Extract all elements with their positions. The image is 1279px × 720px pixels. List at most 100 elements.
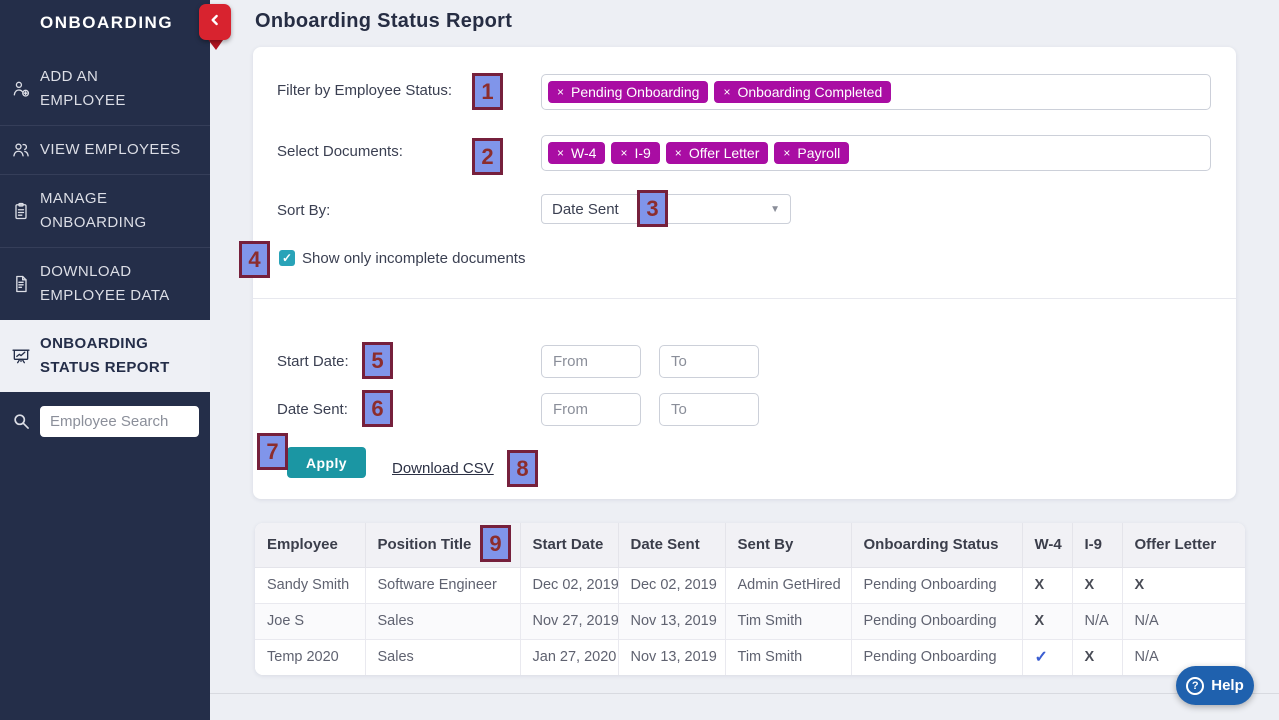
filter-card: Filter by Employee Status: × Pending Onbo… <box>253 47 1236 499</box>
table-cell: Sandy Smith <box>255 567 366 604</box>
remove-tag-icon[interactable]: × <box>557 146 565 160</box>
employee-status-multiselect[interactable]: × Pending Onboarding × Onboarding Completed <box>541 74 1211 110</box>
sidebar-title: ONBOARDING <box>40 13 174 32</box>
sidebar-item-add-employee[interactable]: ADD AN EMPLOYEE <box>0 53 210 126</box>
employee-status-filter-label: Filter by Employee Status: <box>277 82 453 99</box>
annotation-badge-9: 9 <box>480 525 511 562</box>
column-header: W-4 <box>1022 523 1073 568</box>
annotation-badge-3: 3 <box>637 190 668 227</box>
incomplete-documents-checkbox[interactable]: ✓ <box>279 250 295 266</box>
selected-tag[interactable]: × W-4 <box>548 142 606 164</box>
sidebar-item-manage-onboarding[interactable]: MANAGE ONBOARDING <box>0 175 210 248</box>
sort-by-value: Date Sent <box>552 200 619 218</box>
date-sent-from-input[interactable] <box>541 393 641 426</box>
check-mark-icon: ✓ <box>1022 639 1073 675</box>
column-header: Offer Letter <box>1122 523 1245 568</box>
onboarding-report-table: Employee Position Title Start Date Date Sen… <box>255 523 1245 675</box>
employee-search-row <box>0 399 210 445</box>
table-cell: Nov 27, 2019 <box>520 603 619 640</box>
remove-tag-icon[interactable]: × <box>620 146 628 160</box>
selected-tag[interactable]: × Pending Onboarding <box>548 81 709 103</box>
chevron-down-icon: ▼ <box>770 203 780 215</box>
selected-tag[interactable]: × I-9 <box>611 142 660 164</box>
table-cell: X <box>1122 567 1245 604</box>
column-header: Employee <box>255 523 366 568</box>
remove-tag-icon[interactable]: × <box>674 146 682 160</box>
start-date-label: Start Date: <box>277 353 349 370</box>
sidebar-item-download-employee-data[interactable]: DOWNLOAD EMPLOYEE DATA <box>0 248 210 320</box>
annotation-badge-4: 4 <box>239 241 270 278</box>
table-cell: Nov 13, 2019 <box>618 603 726 640</box>
table-cell: Dec 02, 2019 <box>618 567 726 604</box>
report-table-card: Employee Position Title Start Date Date Sen… <box>255 523 1245 675</box>
table-cell: Joe S <box>255 603 366 640</box>
annotation-badge-5: 5 <box>362 342 393 379</box>
table-cell: X <box>1072 567 1123 604</box>
remove-tag-icon[interactable]: × <box>783 146 791 160</box>
start-date-to-input[interactable] <box>659 345 759 378</box>
tag-label: Pending Onboarding <box>571 84 700 100</box>
incomplete-documents-label: Show only incomplete documents <box>302 250 526 267</box>
employee-search-input[interactable] <box>40 406 199 437</box>
sort-by-label: Sort By: <box>277 202 331 219</box>
table-cell: Nov 13, 2019 <box>618 639 726 675</box>
tag-label: Payroll <box>797 145 841 161</box>
documents-filter-label: Select Documents: <box>277 143 403 160</box>
collapse-sidebar-button[interactable] <box>199 4 231 40</box>
remove-tag-icon[interactable]: × <box>557 85 565 99</box>
table-cell: N/A <box>1072 603 1123 640</box>
table-cell: Pending Onboarding <box>851 567 1023 604</box>
add-employee-icon <box>11 79 31 99</box>
table-cell: Sales <box>365 603 521 640</box>
date-sent-label: Date Sent: <box>277 401 348 418</box>
remove-tag-icon[interactable]: × <box>723 85 731 99</box>
table-cell: Temp 2020 <box>255 639 366 675</box>
annotation-badge-7: 7 <box>257 433 288 470</box>
tag-label: I-9 <box>634 145 651 161</box>
column-header: Start Date <box>520 523 619 568</box>
apply-button[interactable]: Apply <box>287 447 366 478</box>
sidebar-nav: ADD AN EMPLOYEE VIEW EMPLOYEES MANAGE ONBO… <box>0 53 210 392</box>
start-date-from-input[interactable] <box>541 345 641 378</box>
table-header-row: Employee Position Title Start Date Date Sen… <box>255 523 1245 568</box>
onboarding-status-report-icon <box>11 346 31 366</box>
sidebar-item-onboarding-status-report[interactable]: ONBOARDING STATUS REPORT <box>0 320 210 392</box>
table-cell: Tim Smith <box>725 639 852 675</box>
sidebar-item-label: MANAGE ONBOARDING <box>40 190 147 231</box>
tag-label: Onboarding Completed <box>737 84 883 100</box>
table-cell: Sales <box>365 639 521 675</box>
view-employees-icon <box>11 140 31 160</box>
annotation-badge-1: 1 <box>472 73 503 110</box>
table-cell: Admin GetHired <box>725 567 852 604</box>
page-bottom-divider <box>210 693 1279 694</box>
documents-multiselect[interactable]: × W-4 × I-9 × Offer Letter × Payroll <box>541 135 1211 171</box>
table-row: Temp 2020 Sales Jan 27, 2020 Nov 13, 2019 Ti… <box>255 639 1245 675</box>
annotation-badge-8: 8 <box>507 450 538 487</box>
table-cell: X <box>1072 639 1123 675</box>
date-sent-to-input[interactable] <box>659 393 759 426</box>
table-row: Joe S Sales Nov 27, 2019 Nov 13, 2019 Tim Sm… <box>255 603 1245 640</box>
column-header: I-9 <box>1072 523 1123 568</box>
table-cell: Jan 27, 2020 <box>520 639 619 675</box>
search-icon <box>11 411 31 431</box>
table-cell: Tim Smith <box>725 603 852 640</box>
table-cell: Dec 02, 2019 <box>520 567 619 604</box>
help-button[interactable]: ? Help <box>1176 666 1254 705</box>
manage-onboarding-icon <box>11 201 31 221</box>
filter-card-divider <box>253 298 1236 299</box>
download-csv-link[interactable]: Download CSV <box>392 460 494 477</box>
table-cell: N/A <box>1122 603 1245 640</box>
selected-tag[interactable]: × Offer Letter <box>665 142 769 164</box>
column-header: Date Sent <box>618 523 726 568</box>
sidebar: ONBOARDING ADD AN EMPLOYEE VIEW EMPLOYEES… <box>0 0 210 720</box>
page-title: Onboarding Status Report <box>255 10 513 32</box>
table-cell: Pending Onboarding <box>851 603 1023 640</box>
selected-tag[interactable]: × Onboarding Completed <box>714 81 892 103</box>
column-header: Sent By <box>725 523 852 568</box>
selected-tag[interactable]: × Payroll <box>774 142 850 164</box>
table-cell: X <box>1022 603 1073 640</box>
sidebar-item-view-employees[interactable]: VIEW EMPLOYEES <box>0 126 210 175</box>
table-cell: Software Engineer <box>365 567 521 604</box>
help-button-label: Help <box>1211 677 1244 694</box>
